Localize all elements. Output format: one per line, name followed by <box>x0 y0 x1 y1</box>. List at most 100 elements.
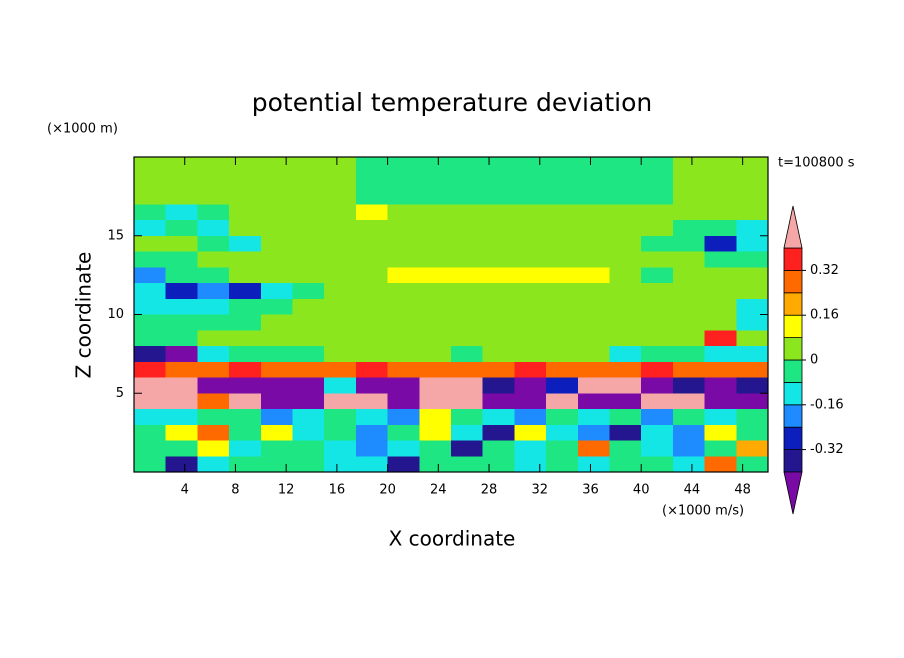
contour-cell <box>641 235 674 252</box>
contour-cell <box>672 172 706 189</box>
contour-cell <box>229 424 262 441</box>
contour-cell <box>451 172 484 189</box>
contour-cell <box>134 204 167 221</box>
contour-cell <box>704 220 737 237</box>
contour-cell <box>324 251 357 268</box>
contour-cell <box>260 235 293 252</box>
contour-cell <box>641 361 674 378</box>
contour-cell <box>260 220 293 237</box>
contour-cell <box>672 377 706 394</box>
colorbar-band <box>783 247 803 271</box>
contour-cell <box>482 330 515 347</box>
contour-cell <box>672 235 706 252</box>
contour-cell <box>672 204 706 221</box>
contour-cell <box>672 251 706 268</box>
contour-cell <box>355 298 389 315</box>
contour-cell <box>229 314 262 331</box>
contour-cell <box>324 235 357 252</box>
contour-cell <box>672 298 706 315</box>
contour-cell <box>324 298 357 315</box>
colorbar-band <box>783 381 803 406</box>
contour-cell <box>134 157 167 174</box>
contour-cell <box>387 157 420 174</box>
x-tick-label: 20 <box>379 483 396 498</box>
contour-cell <box>641 377 674 394</box>
contour-cell <box>546 346 579 363</box>
contour-cell <box>482 440 515 457</box>
contour-cell <box>672 220 706 237</box>
contour-cell <box>197 409 230 426</box>
contour-cell <box>546 220 579 237</box>
contour-cell <box>419 188 452 205</box>
contour-cell <box>292 456 325 473</box>
contour-cell <box>704 361 737 378</box>
contour-cell <box>546 251 579 268</box>
contour-cell <box>577 251 610 268</box>
contour-cell <box>736 220 769 237</box>
contour-cell <box>514 440 547 457</box>
contour-cell <box>704 346 737 363</box>
contour-cell <box>387 409 420 426</box>
contour-cell <box>451 157 484 174</box>
contour-cell <box>419 235 452 252</box>
contour-cell <box>197 298 230 315</box>
contour-cell <box>134 220 167 237</box>
contour-cell <box>451 424 484 441</box>
contour-cell <box>292 377 325 394</box>
x-tick-label: 40 <box>633 483 650 498</box>
contour-cell <box>355 409 389 426</box>
contour-cell <box>546 393 579 410</box>
contour-cell <box>704 456 737 473</box>
contour-cell <box>260 377 293 394</box>
contour-cell <box>387 267 420 284</box>
contour-cell <box>260 267 293 284</box>
contour-cell <box>482 393 515 410</box>
colorbar-band <box>783 404 803 428</box>
contour-cell <box>482 456 515 473</box>
contour-cell <box>546 424 579 441</box>
contour-cell <box>387 204 420 221</box>
contour-cell <box>609 456 642 473</box>
contour-cell <box>324 283 357 300</box>
contour-cell <box>387 456 420 473</box>
y-tick-label: 10 <box>107 307 124 322</box>
contour-cell <box>609 188 642 205</box>
contour-cell <box>451 409 484 426</box>
contour-cell <box>641 157 674 174</box>
contour-cell <box>229 172 262 189</box>
contour-cell <box>546 204 579 221</box>
contour-cell <box>577 235 610 252</box>
contour-cell <box>546 330 579 347</box>
colorbar-tick-label: -0.32 <box>810 442 844 457</box>
contour-cell <box>134 267 167 284</box>
colorbar-extension <box>783 471 803 515</box>
contour-cell <box>736 456 769 473</box>
contour-cell <box>197 235 230 252</box>
contour-cell <box>292 409 325 426</box>
contour-cell <box>546 172 579 189</box>
contour-cell <box>672 424 706 441</box>
contour-cell <box>609 314 642 331</box>
contour-cell <box>355 456 389 473</box>
contour-cell <box>197 157 230 174</box>
contour-cell <box>704 330 737 347</box>
contour-cell <box>641 267 674 284</box>
contour-cell <box>229 204 262 221</box>
contour-cell <box>229 393 262 410</box>
contour-cell <box>514 204 547 221</box>
contour-cell <box>482 314 515 331</box>
contour-cell <box>197 330 230 347</box>
contour-cell <box>165 204 198 221</box>
contour-cell <box>641 204 674 221</box>
contour-cell <box>609 220 642 237</box>
contour-cell <box>165 298 198 315</box>
contour-cell <box>197 424 230 441</box>
contour-cell <box>482 298 515 315</box>
contour-cell <box>387 172 420 189</box>
contour-cell <box>324 346 357 363</box>
contour-cell <box>165 409 198 426</box>
contour-cell <box>736 172 769 189</box>
contour-cell <box>165 346 198 363</box>
colorbar-band <box>783 292 803 316</box>
contour-cell <box>229 267 262 284</box>
